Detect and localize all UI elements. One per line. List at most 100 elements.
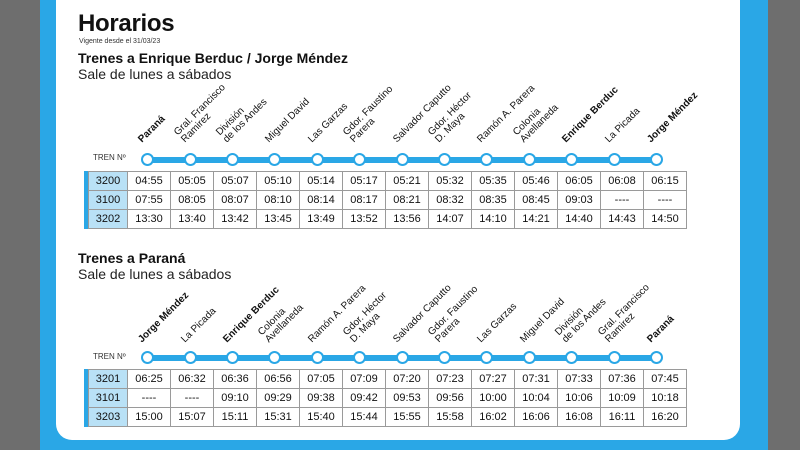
departure-time: 06:32 bbox=[170, 369, 214, 389]
station-dot bbox=[438, 351, 451, 364]
departure-time: ---- bbox=[127, 388, 171, 408]
station-dot bbox=[353, 351, 367, 364]
departure-time: 16:02 bbox=[471, 407, 515, 427]
departure-time: 15:00 bbox=[127, 407, 171, 427]
departure-time: 04:55 bbox=[127, 171, 171, 191]
train-number: 3200 bbox=[88, 171, 128, 191]
departure-time: 15:55 bbox=[385, 407, 429, 427]
departure-time: 09:29 bbox=[256, 388, 300, 408]
tren-number-label: TREN Nº bbox=[93, 153, 126, 162]
departure-time: 07:27 bbox=[471, 369, 515, 389]
station-dot bbox=[480, 351, 494, 364]
departure-time: 08:35 bbox=[471, 190, 515, 210]
departure-time: 16:06 bbox=[514, 407, 558, 427]
departure-time: 14:43 bbox=[600, 209, 644, 229]
table-edge-accent bbox=[84, 369, 88, 427]
train-number: 3101 bbox=[88, 388, 128, 408]
page-title: Horarios bbox=[78, 10, 175, 37]
departure-time: 14:21 bbox=[514, 209, 558, 229]
departure-time: 07:31 bbox=[514, 369, 558, 389]
table-row: 3202 13:30 13:40 13:42 13:45 13:49 13:52 13:56 1… bbox=[88, 209, 687, 229]
tren-number-label: TREN Nº bbox=[93, 352, 126, 361]
departure-time: 10:00 bbox=[471, 388, 515, 408]
departure-time: 15:44 bbox=[342, 407, 386, 427]
departure-time: 16:20 bbox=[643, 407, 687, 427]
departure-time: 06:25 bbox=[127, 369, 171, 389]
station-dot bbox=[310, 153, 324, 166]
departure-time: 10:09 bbox=[600, 388, 644, 408]
station-dot bbox=[395, 351, 409, 364]
departure-time: 05:10 bbox=[256, 171, 300, 191]
departure-time: 13:49 bbox=[299, 209, 343, 229]
train-number: 3201 bbox=[88, 369, 128, 389]
table-edge-accent bbox=[84, 171, 88, 229]
train-number: 3100 bbox=[88, 190, 128, 210]
departure-time: ---- bbox=[600, 190, 644, 210]
station-dot bbox=[310, 351, 324, 364]
station-dot bbox=[607, 153, 621, 166]
departure-time: 14:50 bbox=[643, 209, 687, 229]
departure-time: 13:42 bbox=[213, 209, 257, 229]
section-title: Trenes a Paraná bbox=[78, 250, 186, 266]
station-dot bbox=[353, 153, 367, 166]
departure-time: 09:42 bbox=[342, 388, 386, 408]
departure-time: 07:20 bbox=[385, 369, 429, 389]
train-number: 3203 bbox=[88, 407, 128, 427]
station-dot bbox=[226, 153, 239, 166]
departure-time: 09:56 bbox=[428, 388, 472, 408]
departure-time: 13:30 bbox=[127, 209, 171, 229]
departure-time: 05:32 bbox=[428, 171, 472, 191]
departure-time: 09:10 bbox=[213, 388, 257, 408]
departure-time: 15:40 bbox=[299, 407, 343, 427]
station-dot bbox=[438, 153, 451, 166]
departure-time: 13:56 bbox=[385, 209, 429, 229]
departure-time: ---- bbox=[643, 190, 687, 210]
departure-time: 15:11 bbox=[213, 407, 257, 427]
departure-time: 08:21 bbox=[385, 190, 429, 210]
station-dot bbox=[522, 351, 536, 364]
station-dot bbox=[268, 351, 282, 364]
station-dot bbox=[141, 153, 155, 166]
departure-time: 07:05 bbox=[299, 369, 343, 389]
station-dot bbox=[565, 153, 579, 166]
departure-time: 05:46 bbox=[514, 171, 558, 191]
departure-time: 07:33 bbox=[557, 369, 601, 389]
departure-time: ---- bbox=[170, 388, 214, 408]
departure-time: 16:11 bbox=[600, 407, 644, 427]
departure-time: 10:18 bbox=[643, 388, 687, 408]
departure-time: 10:06 bbox=[557, 388, 601, 408]
table-row: 3100 07:55 08:05 08:07 08:10 08:14 08:17 08:21 0… bbox=[88, 190, 687, 210]
station-dot bbox=[268, 153, 282, 166]
departure-time: 13:40 bbox=[170, 209, 214, 229]
timetable: 3200 04:55 05:05 05:07 05:10 05:14 05:17 05:21 0… bbox=[88, 171, 687, 229]
departure-time: 06:56 bbox=[256, 369, 300, 389]
departure-time: 15:07 bbox=[170, 407, 214, 427]
departure-time: 08:32 bbox=[428, 190, 472, 210]
departure-time: 15:31 bbox=[256, 407, 300, 427]
section-title: Trenes a Enrique Berduc / Jorge Méndez bbox=[78, 50, 348, 66]
departure-time: 07:55 bbox=[127, 190, 171, 210]
train-number: 3202 bbox=[88, 209, 128, 229]
departure-time: 05:35 bbox=[471, 171, 515, 191]
departure-time: 14:40 bbox=[557, 209, 601, 229]
departure-time: 15:58 bbox=[428, 407, 472, 427]
departure-time: 13:52 bbox=[342, 209, 386, 229]
table-row: 3200 04:55 05:05 05:07 05:10 05:14 05:17 05:21 0… bbox=[88, 171, 687, 191]
departure-time: 08:45 bbox=[514, 190, 558, 210]
departure-time: 07:36 bbox=[600, 369, 644, 389]
validity-note: Vigente desde el 31/03/23 bbox=[79, 38, 161, 45]
departure-time: 06:36 bbox=[213, 369, 257, 389]
departure-time: 08:07 bbox=[213, 190, 257, 210]
departure-time: 07:23 bbox=[428, 369, 472, 389]
departure-time: 09:53 bbox=[385, 388, 429, 408]
station-dot bbox=[650, 153, 663, 166]
station-dot bbox=[183, 351, 197, 364]
departure-time: 05:05 bbox=[170, 171, 214, 191]
departure-time: 13:45 bbox=[256, 209, 300, 229]
departure-time: 05:21 bbox=[385, 171, 429, 191]
table-row: 3203 15:00 15:07 15:11 15:31 15:40 15:44 15:55 1… bbox=[88, 407, 687, 427]
station-dot bbox=[183, 153, 197, 166]
station-dot bbox=[395, 153, 409, 166]
station-dot bbox=[650, 351, 663, 364]
section-subtitle: Sale de lunes a sábados bbox=[78, 66, 232, 82]
